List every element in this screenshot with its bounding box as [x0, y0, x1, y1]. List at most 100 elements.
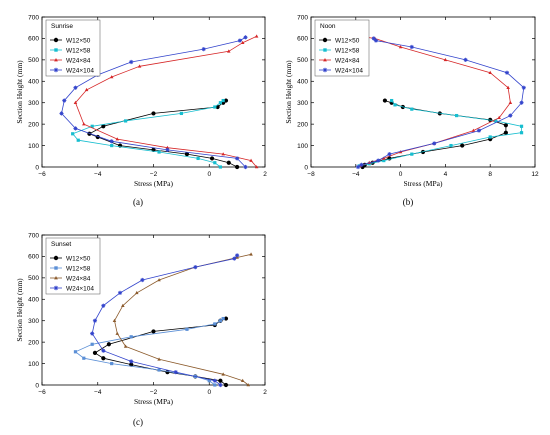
- legend-entry: W24×84: [66, 57, 91, 64]
- data-point: [443, 57, 448, 62]
- data-point: [240, 40, 245, 44]
- legend-marker: [53, 37, 59, 43]
- data-point: [151, 111, 156, 116]
- series-line: [88, 100, 238, 168]
- data-point: [135, 290, 139, 295]
- x-tick-label: 0: [207, 389, 211, 396]
- data-point: [157, 357, 161, 361]
- y-tick-label: 200: [28, 121, 39, 128]
- data-point: [410, 107, 414, 111]
- data-point: [82, 122, 86, 126]
- data-point: [223, 98, 229, 103]
- y-axis-label: Section Height (mm): [15, 278, 24, 342]
- data-point: [221, 152, 225, 156]
- chart-title: Sunrise: [51, 23, 73, 30]
- data-point: [371, 36, 376, 41]
- legend-entry: W12×58: [335, 47, 360, 54]
- data-point: [213, 161, 217, 165]
- data-point: [209, 156, 215, 161]
- panel-caption: (a): [133, 197, 143, 207]
- y-tick-label: 300: [297, 100, 308, 107]
- y-tick-label: 700: [297, 14, 308, 21]
- data-point: [409, 44, 414, 50]
- x-tick-label: 0: [207, 171, 211, 178]
- x-axis-label: Stress (MPa): [134, 397, 173, 406]
- data-point: [73, 350, 78, 354]
- data-point: [185, 327, 189, 331]
- y-tick-label: 100: [297, 143, 308, 150]
- x-tick-label: 0: [399, 171, 403, 178]
- chart-panel-1: −6 −4 −2 0 2 0 100 200 300 400 500 600 700 Stress (MP…: [15, 14, 267, 207]
- series-line: [359, 100, 522, 167]
- legend-entry: W12×50: [66, 37, 91, 44]
- data-point: [218, 378, 223, 383]
- chart-title: Noon: [320, 23, 336, 30]
- data-point: [90, 342, 94, 346]
- data-point: [488, 70, 492, 74]
- data-point: [398, 45, 403, 49]
- data-point: [432, 141, 437, 146]
- legend-box: [45, 19, 101, 77]
- data-point: [129, 59, 134, 65]
- y-tick-label: 600: [28, 36, 39, 43]
- data-point: [382, 156, 386, 160]
- y-tick-label: 200: [297, 121, 308, 128]
- y-tick-label: 700: [28, 14, 39, 21]
- legend-marker: [53, 285, 59, 291]
- data-point: [504, 70, 510, 75]
- data-point: [106, 342, 112, 347]
- data-point: [249, 252, 253, 256]
- data-point: [503, 123, 508, 128]
- data-point: [240, 378, 245, 382]
- y-tick-label: 700: [28, 232, 39, 239]
- series-W24×104: [90, 253, 240, 388]
- x-tick-label: −4: [94, 171, 102, 178]
- data-point: [196, 156, 200, 161]
- data-point: [140, 277, 145, 283]
- data-point: [201, 47, 206, 52]
- data-point: [151, 329, 156, 334]
- data-point: [157, 150, 161, 154]
- data-point: [243, 35, 248, 40]
- data-point: [508, 100, 513, 104]
- data-point: [497, 115, 501, 119]
- data-point: [73, 100, 78, 104]
- data-point: [173, 370, 178, 375]
- x-tick-label: −8: [307, 171, 315, 178]
- series-W12×50: [92, 316, 229, 388]
- chart-title: Sunset: [51, 241, 71, 248]
- data-point: [115, 331, 120, 335]
- y-tick-label: 600: [28, 254, 39, 261]
- data-point: [110, 361, 114, 366]
- data-point: [227, 49, 231, 53]
- data-point: [165, 147, 170, 152]
- legend-entry: W24×104: [335, 67, 363, 74]
- data-point: [157, 278, 161, 282]
- data-point: [137, 64, 142, 68]
- legend-marker: [323, 57, 327, 62]
- chart-panel-3: −6 −4 −2 0 2 0 100 200 300 400 500 600 700 Stress (MP…: [15, 232, 267, 427]
- y-tick-label: 400: [28, 79, 39, 86]
- data-point: [237, 38, 242, 43]
- series-W24×104: [355, 36, 526, 170]
- y-tick-label: 0: [35, 164, 39, 171]
- data-point: [82, 356, 86, 360]
- series-W24×84: [73, 34, 259, 169]
- data-point: [449, 143, 453, 148]
- y-tick-label: 100: [28, 361, 39, 368]
- panel-caption: (c): [133, 417, 143, 427]
- data-point: [92, 318, 98, 323]
- x-axis-label: Stress (MPa): [134, 179, 173, 188]
- data-point: [112, 318, 117, 322]
- y-tick-label: 0: [35, 382, 39, 389]
- data-point: [463, 57, 468, 62]
- legend-marker: [54, 266, 58, 270]
- data-point: [218, 165, 222, 169]
- data-point: [455, 113, 459, 118]
- data-point: [73, 85, 78, 90]
- legend-marker: [323, 48, 327, 52]
- y-tick-label: 300: [28, 100, 39, 107]
- x-tick-label: 4: [444, 171, 448, 178]
- data-point: [503, 130, 508, 135]
- data-point: [157, 368, 161, 372]
